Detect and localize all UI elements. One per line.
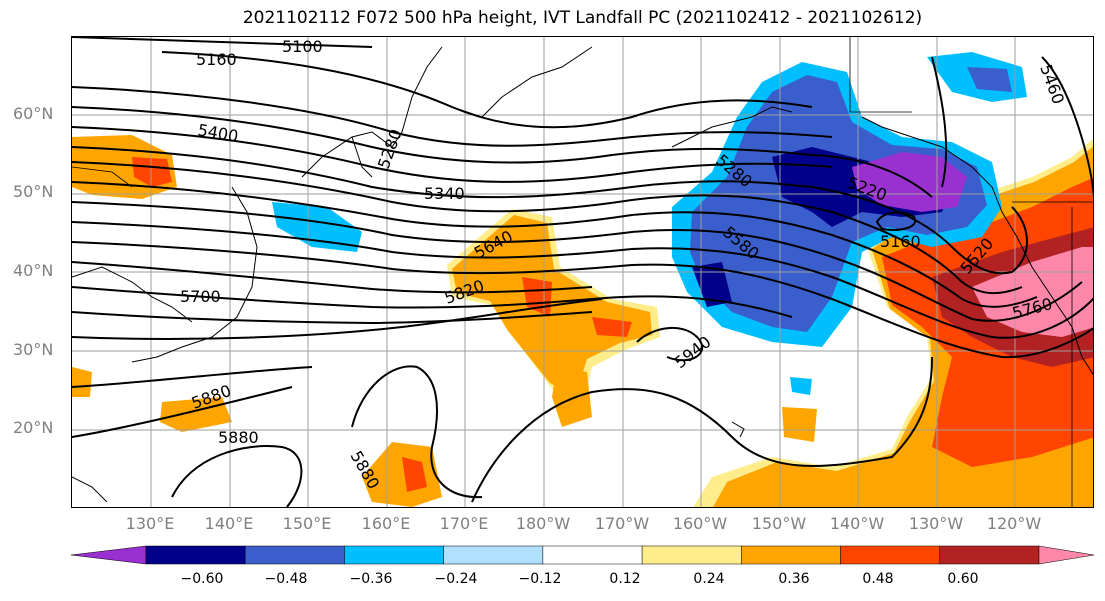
colorbar-segment bbox=[443, 545, 544, 565]
contour-label: 5880 bbox=[218, 428, 259, 447]
colorbar-extend-low bbox=[70, 545, 147, 565]
graticule bbox=[72, 37, 1093, 507]
lon-label-140w: 140°W bbox=[829, 514, 885, 533]
coastlines bbox=[72, 46, 1093, 503]
colorbar-tick-label: 0.24 bbox=[693, 571, 725, 587]
lat-label-40n: 40°N bbox=[13, 261, 54, 280]
colorbar-tick-label: 0.36 bbox=[778, 571, 810, 587]
colorbar-segment bbox=[542, 545, 643, 565]
contour-label: 5100 bbox=[282, 37, 323, 56]
lon-label-170w: 170°W bbox=[594, 514, 650, 533]
lat-label-30n: 30°N bbox=[13, 340, 54, 359]
colorbar-segment bbox=[840, 545, 941, 565]
colorbar-tick-label: −0.24 bbox=[434, 571, 478, 587]
contour-label: 5940 bbox=[671, 332, 715, 372]
colorbar-tick-label: −0.36 bbox=[349, 571, 393, 587]
contour-label: 5700 bbox=[180, 287, 221, 306]
lon-label-160w: 160°W bbox=[672, 514, 728, 533]
lat-label-60n: 60°N bbox=[13, 104, 54, 123]
colorbar-tick-label: 0.60 bbox=[947, 571, 979, 587]
lon-label-170e: 170°E bbox=[439, 514, 489, 533]
map-panel: 5100 5160 5400 5280 5340 5640 5820 5700 … bbox=[71, 36, 1094, 508]
colorbar-segment bbox=[145, 545, 246, 565]
colorbar-segment bbox=[641, 545, 742, 565]
contour-label: 5160 bbox=[880, 232, 921, 251]
colorbar-segment bbox=[344, 545, 444, 565]
colorbar-segment bbox=[741, 545, 841, 565]
lat-label-50n: 50°N bbox=[13, 182, 54, 201]
lon-label-160e: 160°E bbox=[361, 514, 411, 533]
colorbar-segment bbox=[939, 545, 1040, 565]
colorbar bbox=[70, 545, 1095, 565]
colorbar-tick-label: −0.12 bbox=[518, 571, 562, 587]
contour-label: 5160 bbox=[196, 50, 237, 69]
contour-label: 5280 bbox=[374, 127, 406, 172]
contour-label: 5460 bbox=[1036, 62, 1068, 107]
figure-title: 2021102112 F072 500 hPa height, IVT Land… bbox=[242, 8, 923, 28]
lon-label-150e: 150°E bbox=[282, 514, 332, 533]
map-canvas: 5100 5160 5400 5280 5340 5640 5820 5700 … bbox=[72, 37, 1093, 507]
colorbar-tick-label: 0.12 bbox=[609, 571, 641, 587]
contour-label: 5820 bbox=[442, 276, 487, 308]
lon-label-140e: 140°E bbox=[204, 514, 254, 533]
colorbar-segment bbox=[244, 545, 345, 565]
boundaries bbox=[72, 37, 1093, 507]
contour-label: 5400 bbox=[196, 120, 239, 146]
height-contours bbox=[72, 37, 1093, 507]
colorbar-tick-label: 0.48 bbox=[862, 571, 894, 587]
lon-label-120w: 120°W bbox=[986, 514, 1042, 533]
lon-label-130e: 130°E bbox=[125, 514, 175, 533]
lon-label-130w: 130°W bbox=[908, 514, 964, 533]
lon-label-150w: 150°W bbox=[751, 514, 807, 533]
lat-label-20n: 20°N bbox=[13, 418, 54, 437]
lon-label-180w: 180°W bbox=[515, 514, 571, 533]
contour-label: 5340 bbox=[424, 184, 465, 203]
colorbar-tick-label: −0.60 bbox=[180, 571, 224, 587]
colorbar-extend-high bbox=[1038, 545, 1095, 565]
colorbar-tick-label: −0.48 bbox=[264, 571, 308, 587]
